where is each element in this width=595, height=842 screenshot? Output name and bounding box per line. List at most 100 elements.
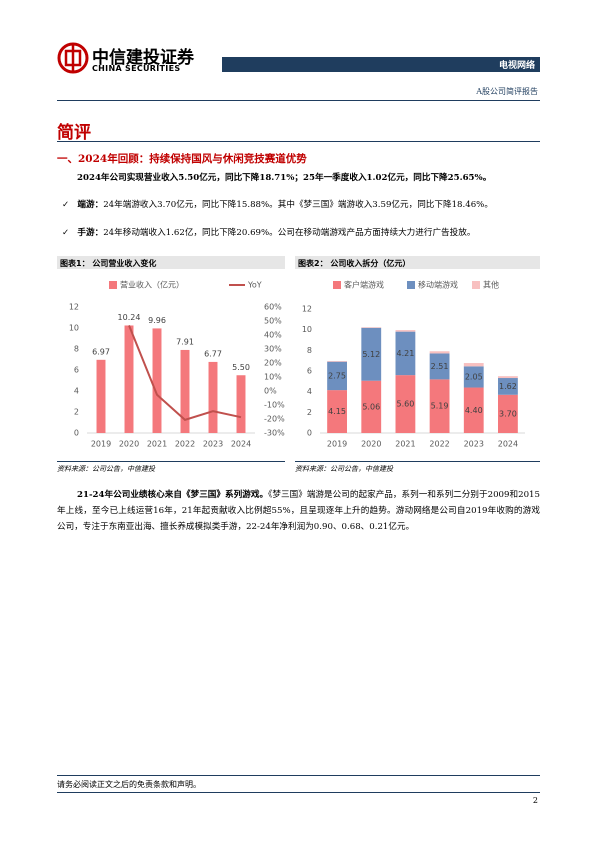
value-label: 3.70 [499, 409, 517, 418]
paragraph-text: 《梦三国》端游是公司的起家产品，系列一和系列二分别于2009和2015年上线，至… [57, 490, 540, 532]
bullet: ✓ 手游：24年移动端收入1.62亿，同比下降20.69%。公司在移动端游戏产品… [62, 228, 476, 238]
y-tick-label: 8 [307, 346, 312, 355]
section-title: 简评 [57, 123, 91, 143]
y-tick-label: 4 [307, 387, 312, 396]
rule [295, 461, 540, 462]
legend-label: 移动端游戏 [418, 280, 458, 290]
report-type: A股公司简评报告 [476, 87, 538, 96]
value-label: 2.75 [328, 371, 346, 380]
chart-title: 图表1： 公司营业收入变化 [60, 259, 157, 268]
paragraph: 21-24年公司业绩核心来自《梦三国》系列游戏。《梦三国》端游是公司的起家产品，… [57, 487, 540, 535]
y-tick-label: 12 [302, 305, 312, 314]
heading: 一、2024年回顾：持续保持国风与休闲竞技赛道优势 [57, 153, 307, 165]
x-tick-label: 2023 [464, 440, 484, 449]
value-label: 10.24 [118, 313, 141, 322]
y-tick-label: 6 [74, 366, 79, 375]
bullet: ✓ 端游：24年端游收入3.70亿元，同比下降15.88%。其中《梦三国》端游收… [62, 200, 493, 210]
rule [57, 461, 285, 462]
legend-label: 营业收入（亿元） [120, 280, 184, 290]
bar [395, 330, 416, 332]
bar [361, 380, 382, 433]
y2-tick-label: -20% [264, 415, 285, 424]
x-tick-label: 2020 [361, 440, 381, 449]
legend-swatch [333, 281, 341, 289]
chart: 0 2 4 6 8 10 12 2019 2020 2021 2022 2023 2024 -30% -20… [69, 280, 285, 449]
bar [96, 359, 106, 433]
header-bar [222, 57, 540, 72]
rule [57, 141, 540, 142]
bullet-text: 24年移动端收入1.62亿，同比下降20.69%。公司在移动端游戏产品方面持续大… [103, 228, 476, 238]
y-tick-label: 10 [69, 324, 79, 333]
bar [463, 366, 484, 388]
y-tick-label: 4 [74, 387, 79, 396]
bar [124, 325, 134, 433]
y2-tick-label: -30% [264, 429, 285, 438]
value-label: 5.12 [362, 350, 380, 359]
y-tick-label: 2 [307, 408, 312, 417]
value-label: 5.50 [232, 363, 250, 372]
logo-icon [57, 42, 89, 74]
x-tick-label: 2022 [429, 440, 449, 449]
paragraph-lead: 21-24年公司业绩核心来自《梦三国》系列游戏。 [77, 490, 269, 500]
y-tick-label: 0 [74, 429, 79, 438]
disclaimer: 请务必阅读正文之后的免责条款和声明。 [57, 780, 201, 789]
logo-en: CHINA SECURITIES [92, 64, 181, 73]
y-tick-label: 8 [74, 345, 79, 354]
category: 电视网络 [498, 61, 535, 71]
y2-tick-label: -10% [264, 401, 285, 410]
value-label: 9.96 [148, 316, 166, 325]
x-tick-label: 2021 [147, 440, 167, 449]
bar [395, 331, 416, 376]
y-tick-label: 0 [307, 429, 312, 438]
value-label: 2.51 [431, 362, 449, 371]
y-tick-label: 6 [307, 367, 312, 376]
bar [429, 353, 450, 380]
bar [152, 328, 162, 433]
x-tick-label: 2019 [327, 440, 347, 449]
bar [463, 363, 484, 367]
x-tick-label: 2020 [119, 440, 139, 449]
bar [327, 390, 347, 433]
rule [57, 100, 540, 101]
bar [498, 394, 518, 433]
bar [208, 361, 218, 433]
bar [463, 387, 484, 433]
chart-title: 图表2： 公司收入拆分（亿元） [298, 259, 411, 268]
value-label: 4.40 [465, 406, 483, 415]
value-label: 6.77 [204, 349, 222, 358]
bar [361, 327, 382, 328]
logo: 中信建投证券 [92, 48, 194, 68]
y2-tick-label: 40% [264, 331, 282, 340]
value-label: 2.05 [465, 372, 483, 381]
bar [395, 375, 416, 433]
chart: 0 2 4 6 8 10 12 2019 2020 2021 2022 2023 2024 客户端游戏 4.… [302, 280, 525, 449]
bar [180, 349, 190, 433]
y2-tick-label: 20% [264, 359, 282, 368]
legend-swatch [472, 281, 480, 289]
y2-tick-label: 60% [264, 303, 282, 312]
bar [429, 379, 450, 433]
x-tick-label: 2023 [203, 440, 223, 449]
rule [57, 775, 540, 776]
bar [498, 376, 518, 379]
bar [498, 378, 518, 395]
value-label: 4.15 [328, 407, 346, 416]
legend-swatch [407, 281, 415, 289]
bar [361, 327, 382, 381]
chart-title-bar [295, 256, 540, 269]
bar [236, 375, 246, 433]
value-label: 6.97 [92, 347, 110, 356]
y-tick-label: 2 [74, 408, 79, 417]
y2-tick-label: 50% [264, 317, 282, 326]
y2-tick-label: 30% [264, 345, 282, 354]
line [128, 324, 242, 421]
bullet-label: 手游： [77, 228, 104, 238]
y-tick-label: 12 [69, 303, 79, 312]
legend-swatch [109, 281, 117, 289]
y2-tick-label: 10% [264, 373, 282, 382]
value-label: 4.21 [397, 349, 415, 358]
bar [327, 360, 347, 362]
y2-tick-label: 0% [264, 387, 277, 396]
bullet-label: 端游： [77, 200, 104, 210]
